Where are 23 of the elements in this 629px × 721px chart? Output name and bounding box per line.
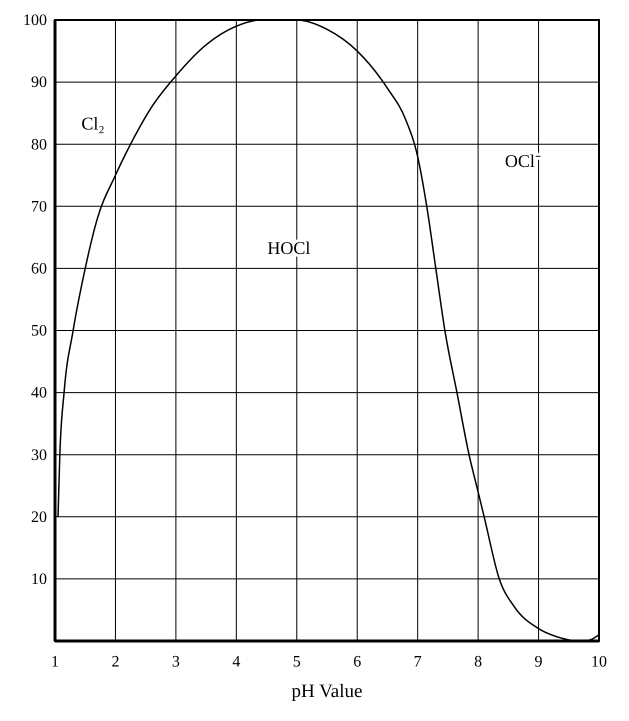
y-tick-label: 40	[31, 384, 47, 402]
x-tick-label: 3	[172, 653, 180, 670]
y-tick-label: 100	[23, 12, 47, 30]
y-tick-label: 80	[31, 136, 47, 154]
x-tick-label: 5	[292, 653, 301, 670]
y-tick-label: 70	[31, 198, 47, 216]
x-tick-label: 4	[232, 653, 240, 670]
x-tick-label: 10	[591, 653, 607, 670]
annotation: Cl₂	[81, 114, 105, 134]
x-axis-title: pH Value	[292, 681, 362, 702]
x-tick-label: 1	[51, 653, 59, 670]
x-tick-label: 9	[534, 653, 543, 670]
y-tick-label: 60	[31, 260, 47, 278]
y-tick-label: 50	[31, 322, 47, 340]
y-tick-label: 90	[31, 74, 47, 92]
y-tick-label: 10	[31, 571, 47, 588]
y-tick-label: 20	[31, 508, 47, 526]
line-series	[57, 19, 600, 642]
y-tick-label: 30	[31, 446, 47, 464]
x-tick-label: 2	[111, 653, 120, 670]
x-tick-label: 6	[353, 653, 362, 670]
x-tick-label: 7	[414, 653, 422, 670]
x-tick-label: 8	[474, 653, 482, 670]
